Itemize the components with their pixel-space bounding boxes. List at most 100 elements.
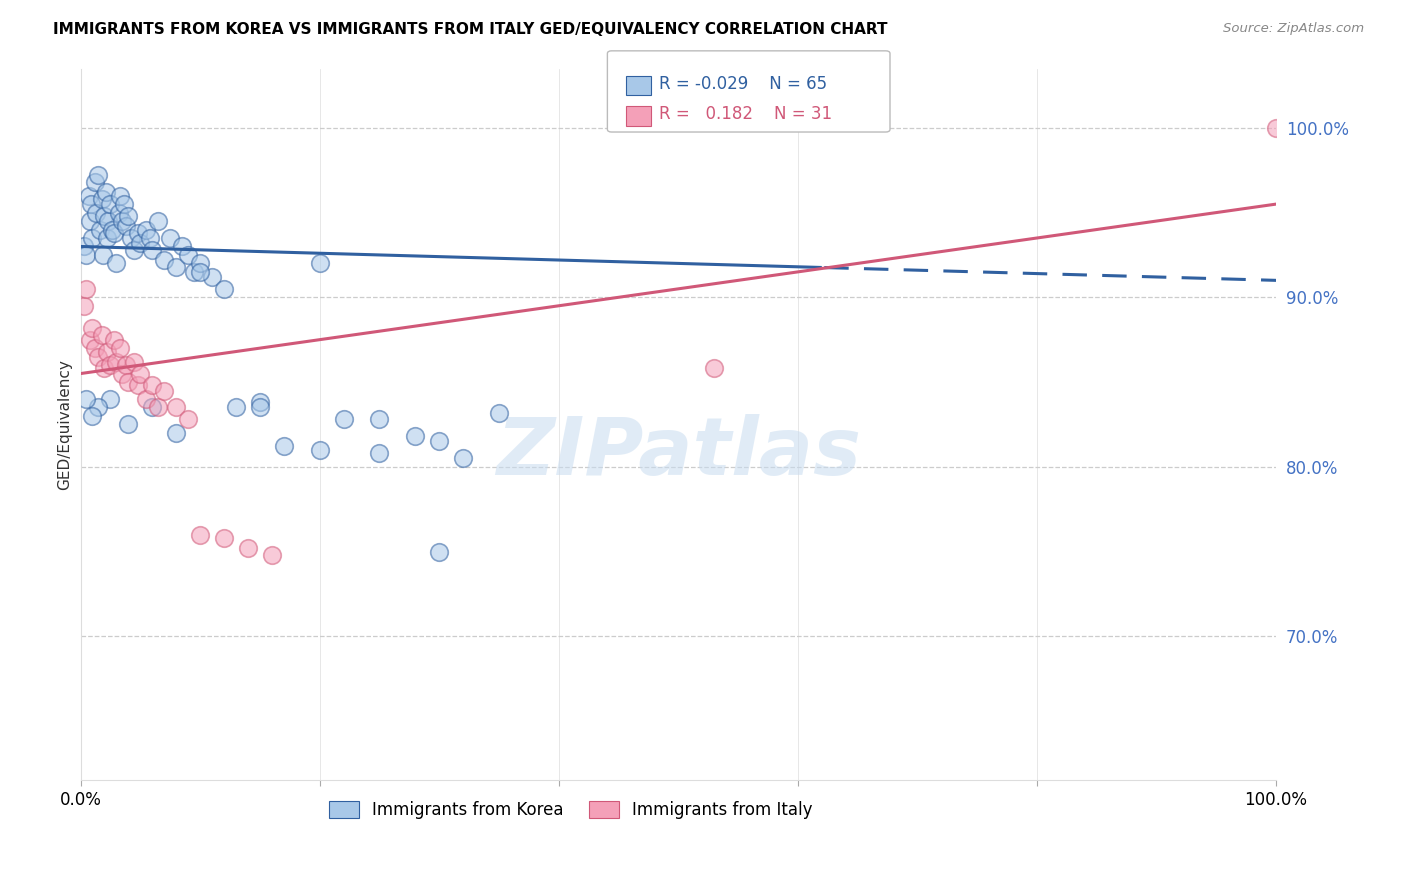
Immigrants from Italy [124,354,146,368]
Immigrants from Italy [108,341,131,355]
Immigrants from Korea [111,214,134,228]
Immigrants from Korea [129,236,152,251]
Immigrants from Korea [96,231,118,245]
Immigrants from Korea [103,226,125,240]
Immigrants from Italy [73,299,96,313]
Immigrants from Italy [82,321,104,335]
Immigrants from Korea [115,219,138,234]
Immigrants from Korea [94,186,117,200]
Immigrants from Korea [107,205,129,219]
Immigrants from Korea [84,205,107,219]
Immigrants from Italy [93,361,115,376]
Immigrants from Italy [96,344,118,359]
Y-axis label: GED/Equivalency: GED/Equivalency [58,359,72,490]
Immigrants from Korea [212,282,235,296]
Immigrants from Korea [148,214,170,228]
Immigrants from Korea [124,243,146,257]
Immigrants from Italy [79,333,101,347]
Immigrants from Korea [249,395,271,409]
Immigrants from Korea [249,401,271,415]
Immigrants from Korea [188,265,211,279]
Immigrants from Italy [83,341,105,355]
Immigrants from Korea [91,192,114,206]
Immigrants from Korea [368,412,391,426]
Immigrants from Korea [93,209,115,223]
Immigrants from Korea [82,409,104,423]
Immigrants from Italy [135,392,157,406]
Immigrants from Korea [308,256,330,270]
Immigrants from Italy [212,531,235,545]
Immigrants from Korea [135,222,157,236]
Immigrants from Italy [165,401,187,415]
Immigrants from Italy [153,384,176,398]
Immigrants from Korea [332,412,354,426]
Immigrants from Korea [177,248,200,262]
Legend: Immigrants from Korea, Immigrants from Italy: Immigrants from Korea, Immigrants from I… [322,794,820,825]
Immigrants from Korea [225,401,247,415]
Immigrants from Korea [141,401,163,415]
Immigrants from Korea [97,214,120,228]
Immigrants from Korea [79,214,101,228]
Immigrants from Korea [120,231,142,245]
Immigrants from Korea [165,425,187,440]
Immigrants from Italy [105,354,128,368]
Immigrants from Korea [427,544,450,558]
Immigrants from Korea [188,256,211,270]
Immigrants from Korea [139,231,162,245]
Text: R =   0.182    N = 31: R = 0.182 N = 31 [659,105,832,123]
Immigrants from Korea [89,222,111,236]
Immigrants from Korea [87,401,110,415]
Immigrants from Italy [260,548,283,562]
Text: ZIPatlas: ZIPatlas [496,414,860,491]
Immigrants from Korea [76,392,98,406]
Text: IMMIGRANTS FROM KOREA VS IMMIGRANTS FROM ITALY GED/EQUIVALENCY CORRELATION CHART: IMMIGRANTS FROM KOREA VS IMMIGRANTS FROM… [53,22,889,37]
Immigrants from Italy [76,282,98,296]
Immigrants from Italy [129,367,152,381]
Immigrants from Italy [100,358,122,372]
Immigrants from Korea [201,270,224,285]
Immigrants from Korea [183,265,205,279]
Immigrants from Italy [111,367,134,381]
Immigrants from Korea [100,392,122,406]
Immigrants from Korea [76,248,98,262]
Immigrants from Italy [188,527,211,541]
Immigrants from Korea [100,222,122,236]
Immigrants from Korea [488,405,510,419]
Immigrants from Korea [83,175,105,189]
Immigrants from Italy [703,361,725,376]
Immigrants from Korea [117,417,139,432]
Immigrants from Korea [77,188,100,202]
Immigrants from Korea [172,239,194,253]
Immigrants from Korea [273,439,295,453]
Immigrants from Korea [159,231,181,245]
Immigrants from Italy [127,378,149,392]
Immigrants from Korea [80,197,103,211]
Immigrants from Italy [91,327,114,342]
Immigrants from Korea [87,169,110,183]
Immigrants from Korea [100,197,122,211]
Immigrants from Korea [368,446,391,460]
Immigrants from Korea [108,188,131,202]
Immigrants from Italy [103,333,125,347]
Immigrants from Italy [115,358,138,372]
Immigrants from Italy [148,401,170,415]
Immigrants from Italy [117,375,139,389]
Text: Source: ZipAtlas.com: Source: ZipAtlas.com [1223,22,1364,36]
Immigrants from Italy [1265,120,1288,135]
Immigrants from Korea [404,429,426,443]
Immigrants from Italy [141,378,163,392]
Immigrants from Korea [308,442,330,457]
Immigrants from Korea [451,451,474,466]
Immigrants from Korea [127,226,149,240]
Immigrants from Korea [117,209,139,223]
Immigrants from Korea [141,243,163,257]
Immigrants from Korea [427,434,450,449]
Immigrants from Korea [165,260,187,274]
Immigrants from Korea [73,239,96,253]
Text: R = -0.029    N = 65: R = -0.029 N = 65 [659,75,828,93]
Immigrants from Italy [236,541,259,555]
Immigrants from Italy [177,412,200,426]
Immigrants from Korea [112,197,135,211]
Immigrants from Korea [82,231,104,245]
Immigrants from Korea [153,253,176,268]
